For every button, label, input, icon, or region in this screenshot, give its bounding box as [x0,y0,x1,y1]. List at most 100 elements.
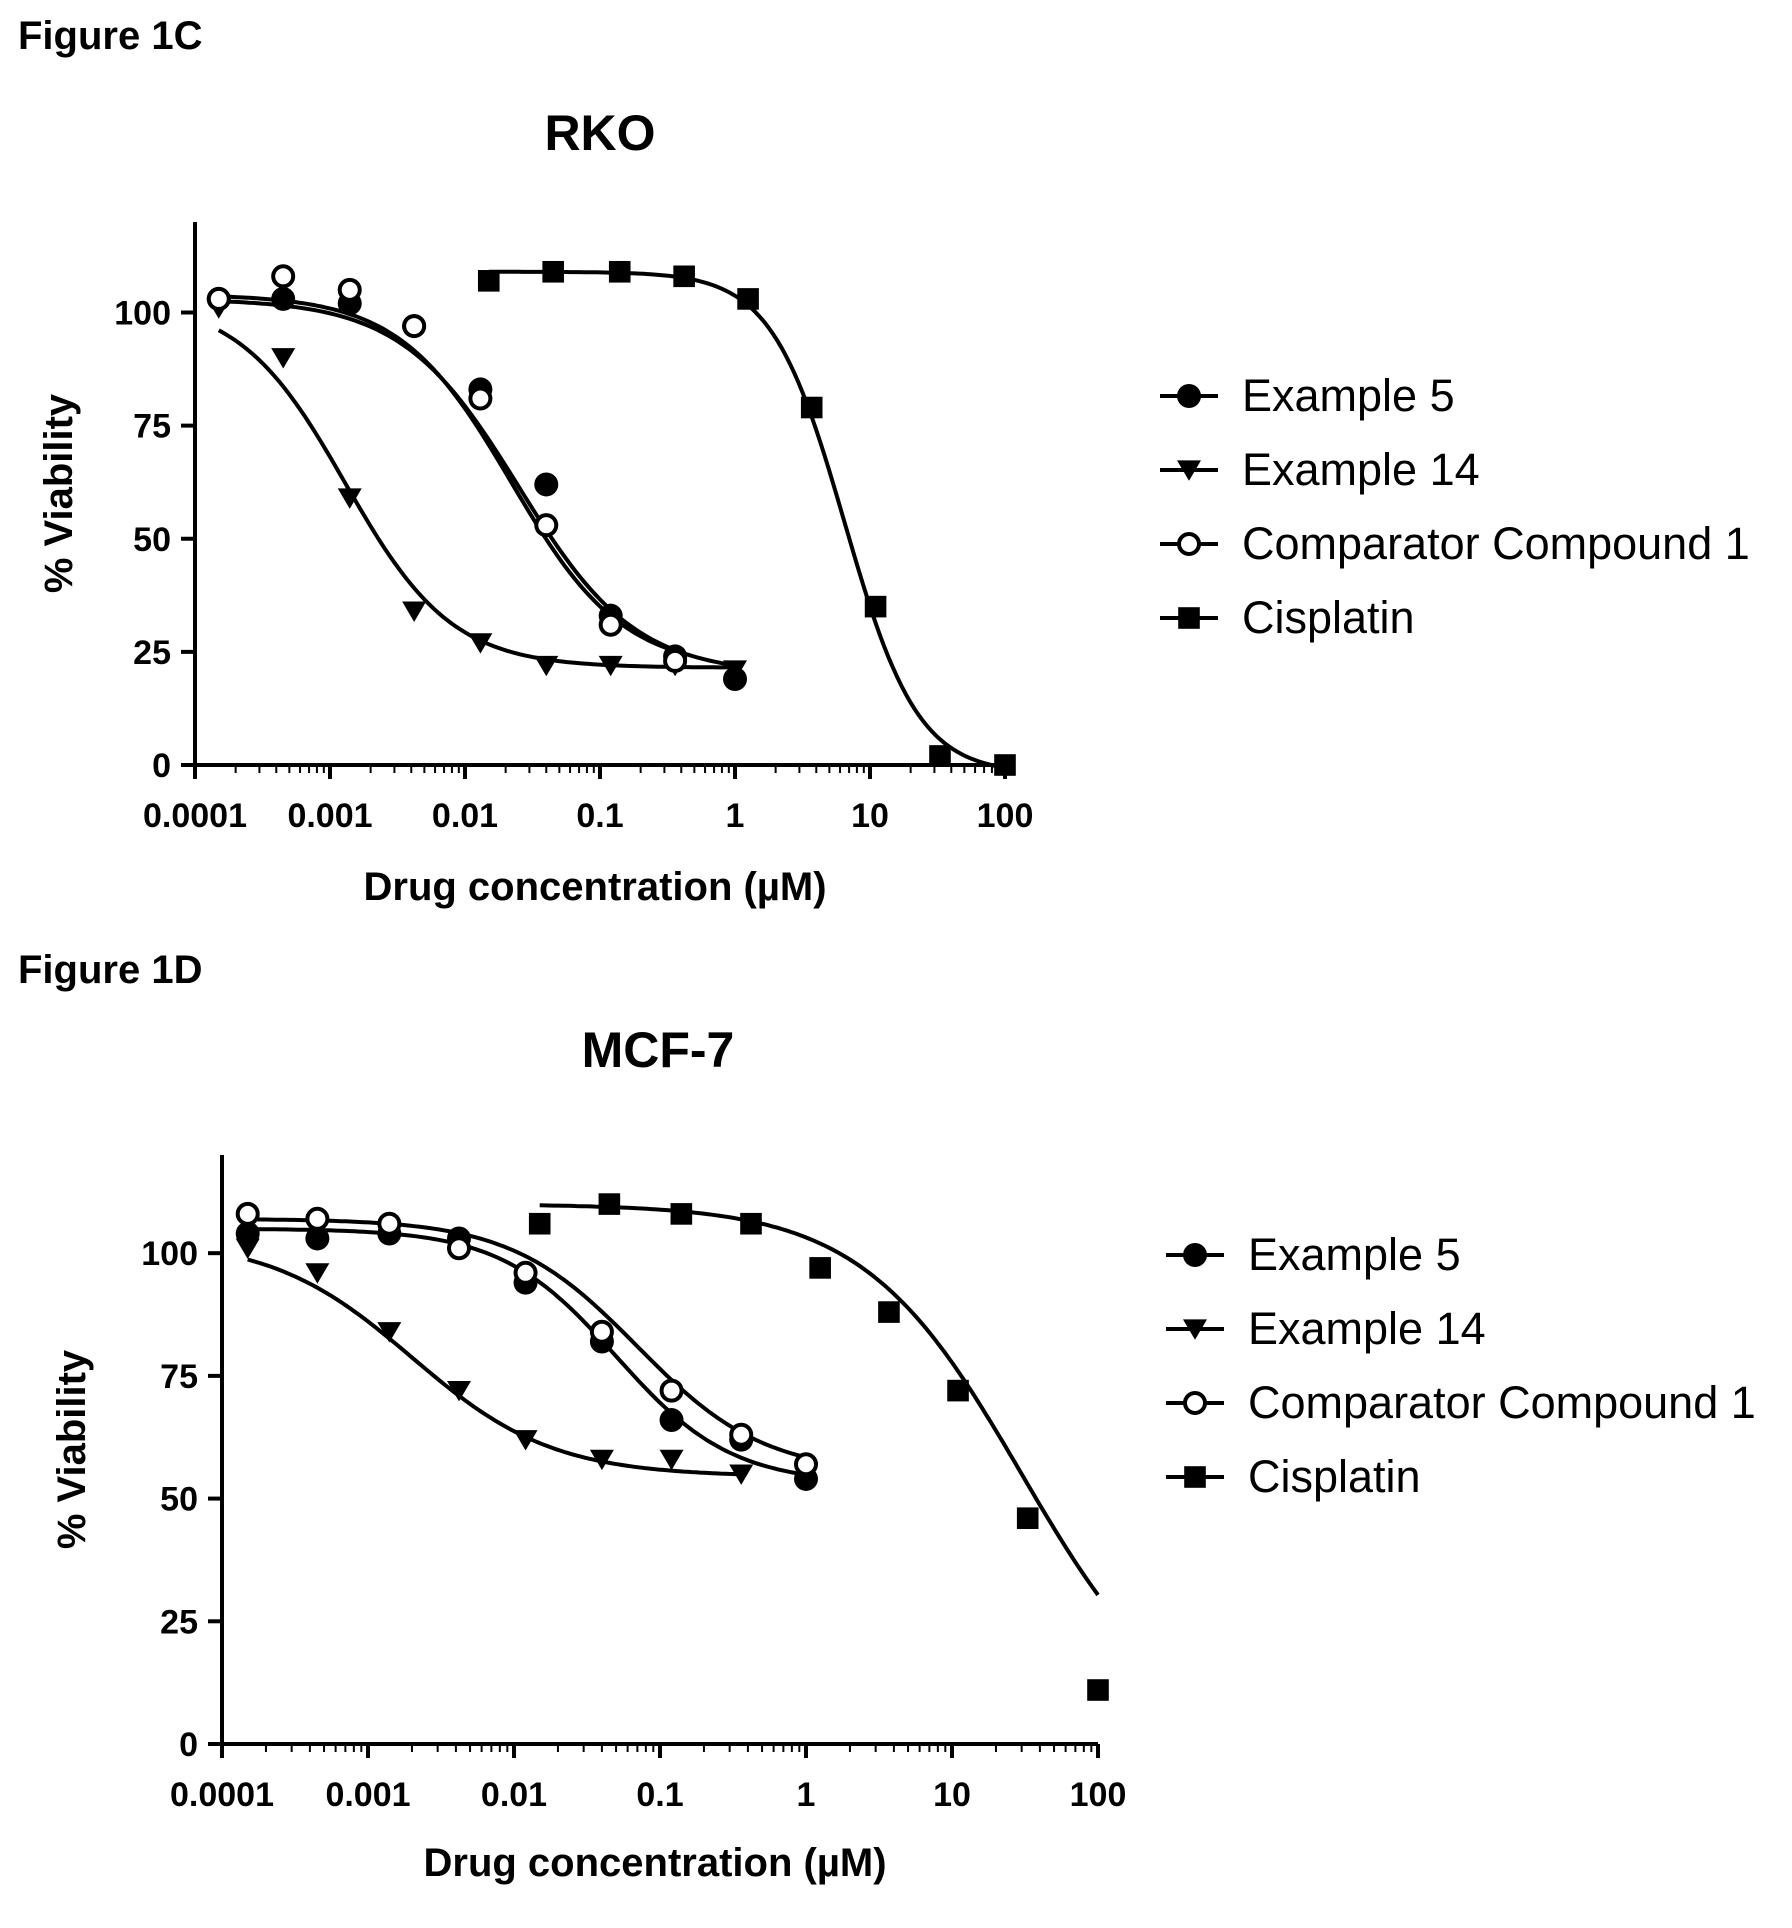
legend-label: Cisplatin [1242,592,1415,643]
data-point [534,472,559,497]
data-point [206,286,231,311]
legend-entry: Example 14 [1160,444,1480,495]
data-point [809,1257,831,1279]
legend-entry: Cisplatin [1166,1451,1421,1502]
legend-entry: Comparator Compound 1 [1160,518,1750,569]
fit-curve [247,1257,742,1477]
data-point [994,754,1016,776]
data-point [659,1449,684,1471]
data-point [947,1379,969,1402]
y-axis-label: % Viability [37,393,81,593]
data-point [337,277,362,302]
data-point [729,1422,754,1447]
data-point [534,513,559,538]
data-point [402,314,427,339]
legend-label: Cisplatin [1248,1451,1421,1502]
legend-label: Example 14 [1242,444,1480,495]
data-point [402,601,427,622]
data-point [1016,1507,1039,1530]
data-point [271,348,296,369]
legend-marker [1177,384,1201,408]
y-tick-label: 100 [114,295,171,333]
data-point [673,265,695,288]
data-point [864,595,887,618]
data-point [663,648,688,673]
figure-1c-label: Figure 1C [18,14,203,58]
data-point [729,1464,754,1485]
x-tick-label: 10 [933,1776,971,1814]
fit-curve [247,1217,807,1460]
legend-label: Comparator Compound 1 [1248,1377,1756,1428]
data-point [589,1449,614,1471]
x-axis-label: Drug concentration (µM) [423,1841,886,1885]
data-point [740,1212,762,1235]
legend-label: Example 5 [1242,370,1455,421]
x-axis-label: Drug concentration (µM) [363,865,826,909]
y-tick-label: 100 [141,1235,198,1273]
data-point [235,1201,260,1226]
x-tick-label: 0.1 [636,1776,683,1814]
legend-marker [1183,1391,1207,1415]
fit-curve [488,269,1006,770]
series-comparator-compound-1 [235,1201,818,1477]
mcf7-chart: MCF-7 0.0001 0.001 0.01 0.1 1 10 100 0 25 50 75 100 D… [50,1022,1756,1885]
x-tick-label: 0.001 [325,1776,410,1814]
series-example-14 [206,298,747,681]
x-tick-label: 0.01 [481,1776,547,1814]
x-tick-label: 10 [851,797,889,835]
data-point [513,1260,538,1285]
series-example-14 [235,1238,754,1485]
data-point [598,612,623,637]
figure-1d-label: Figure 1D [18,948,203,992]
data-point [513,1430,538,1451]
data-point [598,1193,621,1215]
data-point [659,1408,684,1433]
fit-curve [539,1203,1100,1597]
series-example-5 [206,286,747,692]
x-tick-label: 0.0001 [170,1776,274,1814]
legend-marker [1183,1243,1207,1267]
fit-curve [218,299,736,668]
legend-label: Example 5 [1248,1229,1461,1280]
legend-entry: Example 5 [1166,1229,1461,1280]
fit-curve [218,294,676,653]
legend-marker [1177,460,1201,481]
y-tick-label: 75 [160,1358,198,1396]
y-tick-label: 50 [133,521,171,559]
data-point [337,488,362,509]
data-point [542,260,564,283]
data-point [446,1381,471,1402]
legend-label: Example 14 [1248,1303,1486,1354]
legend-marker [1183,1319,1207,1340]
data-point [737,288,759,310]
series-comparator-compound-1 [206,264,688,673]
data-point [800,396,823,419]
data-point [878,1301,900,1323]
legend-entry: Example 14 [1166,1303,1486,1354]
data-point [305,1263,330,1284]
x-tick-label: 100 [1070,1776,1127,1814]
series-cisplatin [528,1193,1109,1701]
legend-entry: Example 5 [1160,370,1455,421]
data-point [670,1203,693,1225]
chart-title: RKO [544,105,655,161]
rko-chart: RKO 0.0001 0.001 0.01 0.1 1 10 100 0 25 50 75 100 Dru… [37,105,1750,909]
legend-marker [1184,1466,1206,1488]
data-point [377,1322,402,1343]
data-point [528,1212,551,1235]
x-tick-label: 0.1 [576,797,623,835]
data-point [235,1238,260,1260]
data-point [659,1378,684,1403]
data-point [468,386,493,411]
data-point [271,264,296,289]
data-point [305,1206,330,1231]
data-point [477,270,500,292]
data-point [1087,1679,1109,1701]
y-tick-label: 25 [133,634,171,672]
data-point [377,1211,402,1236]
x-tick-label: 0.0001 [143,797,247,835]
data-point [723,660,747,681]
data-point [446,1236,471,1261]
legend-marker [1177,532,1201,556]
x-tick-label: 1 [726,797,745,835]
